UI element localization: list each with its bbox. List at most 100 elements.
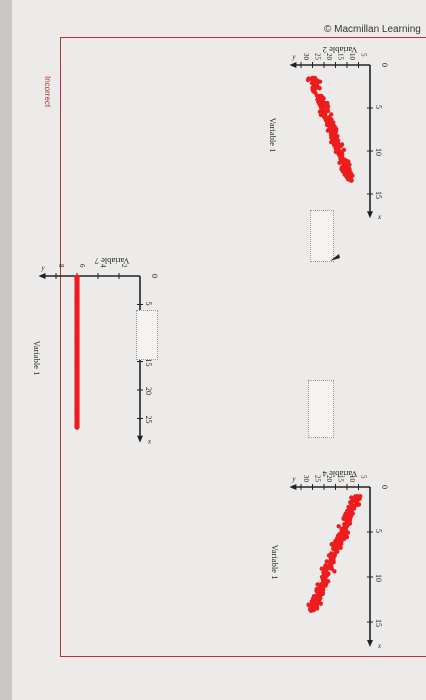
incorrect-status-label: Incorrect (43, 76, 52, 108)
data-point (332, 134, 338, 140)
data-point (323, 115, 328, 120)
data-point (334, 545, 339, 551)
data-point (310, 596, 316, 601)
origin-label: 0 (150, 274, 159, 278)
data-point (341, 516, 346, 521)
data-point (323, 574, 328, 579)
macmillan-credit: © Macmillan Learning (324, 24, 421, 35)
data-point (333, 149, 339, 155)
data-point (345, 509, 350, 514)
data-point (325, 108, 331, 114)
y-tick-label: 10 (348, 53, 356, 61)
y-axis-title: Variable 7 (95, 256, 130, 266)
data-point (318, 585, 324, 591)
y-tick-label: 25 (314, 53, 322, 61)
data-point (318, 94, 324, 100)
data-point (344, 528, 349, 533)
data-point (331, 559, 336, 564)
x-tick-label: 25 (144, 416, 153, 424)
x-axis-letter: x (147, 438, 152, 446)
data-point (358, 494, 363, 499)
origin-label: 0 (380, 485, 389, 489)
data-point (346, 164, 351, 170)
data-point (316, 598, 321, 604)
y-tick-label: 4 (99, 264, 107, 268)
x-axis-title: Variable 1 (32, 341, 42, 376)
y-tick-label: 10 (348, 475, 356, 483)
x-axis-title: Variable 1 (270, 545, 280, 580)
data-point (329, 129, 335, 134)
data-point (329, 123, 334, 128)
data-point (317, 594, 323, 599)
data-point (321, 570, 326, 575)
data-point (343, 535, 348, 540)
data-point (324, 122, 330, 128)
data-point (336, 524, 341, 529)
y-tick-label: 20 (325, 53, 333, 61)
x-tick-label: 15 (374, 191, 383, 199)
data-point (312, 605, 317, 610)
data-point (306, 76, 311, 81)
data-point (341, 166, 347, 171)
y-tick-label: 5 (360, 53, 368, 57)
data-point (348, 174, 354, 179)
y-axis-letter: y (291, 53, 296, 61)
y-axis-arrow-icon (289, 484, 297, 490)
data-point (307, 607, 313, 612)
question-frame (60, 37, 426, 657)
x-axis-title: Variable 1 (268, 118, 278, 153)
data-point (321, 109, 327, 115)
y-tick-label: 8 (57, 264, 65, 268)
y-tick-label: 15 (337, 475, 345, 483)
y-tick-label: 30 (302, 475, 310, 483)
data-point (346, 521, 352, 527)
y-tick-label: 2 (120, 264, 128, 268)
x-tick-label: 10 (374, 574, 383, 582)
x-axis-letter: x (377, 213, 382, 221)
y-tick-label: 20 (325, 475, 333, 483)
y-axis-letter: y (41, 264, 46, 272)
data-point (353, 496, 358, 502)
y-tick-label: 6 (78, 264, 86, 268)
x-axis-letter: x (377, 642, 382, 650)
data-point (317, 101, 322, 107)
y-tick-label: 30 (302, 53, 310, 61)
x-tick-label: 5 (144, 302, 153, 306)
data-point (344, 159, 349, 164)
data-point (314, 84, 320, 89)
data-point (333, 541, 338, 546)
data-point (335, 533, 341, 538)
data-point (327, 560, 332, 565)
answer-drop-target-2[interactable] (308, 380, 334, 438)
x-tick-label: 5 (374, 105, 383, 109)
x-tick-label: 15 (144, 359, 153, 367)
data-point (312, 75, 317, 81)
x-tick-label: 10 (374, 148, 383, 156)
y-axis-arrow-icon (38, 273, 46, 279)
data-point (310, 87, 315, 92)
answer-drop-target-3[interactable] (136, 310, 158, 360)
y-axis-arrow-icon (289, 62, 297, 68)
data-point (354, 502, 360, 508)
y-axis-letter: y (291, 475, 296, 483)
data-point (326, 117, 332, 122)
data-point (325, 566, 331, 571)
data-point (331, 552, 337, 557)
cursor-arrow-icon (330, 254, 340, 261)
x-axis-arrow-icon (367, 640, 373, 647)
data-point (349, 501, 354, 507)
y-axis-title: Variable 2 (323, 45, 358, 55)
data-point (315, 97, 320, 102)
answer-drop-target-1[interactable] (310, 210, 334, 262)
data-point (332, 569, 337, 574)
data-point (334, 138, 339, 144)
data-point (339, 158, 345, 164)
x-axis-arrow-icon (137, 435, 143, 443)
x-tick-label: 15 (374, 619, 383, 627)
data-point (339, 150, 344, 155)
y-tick-label: 15 (337, 53, 345, 61)
y-tick-label: 5 (360, 475, 368, 479)
data-point (315, 582, 320, 587)
